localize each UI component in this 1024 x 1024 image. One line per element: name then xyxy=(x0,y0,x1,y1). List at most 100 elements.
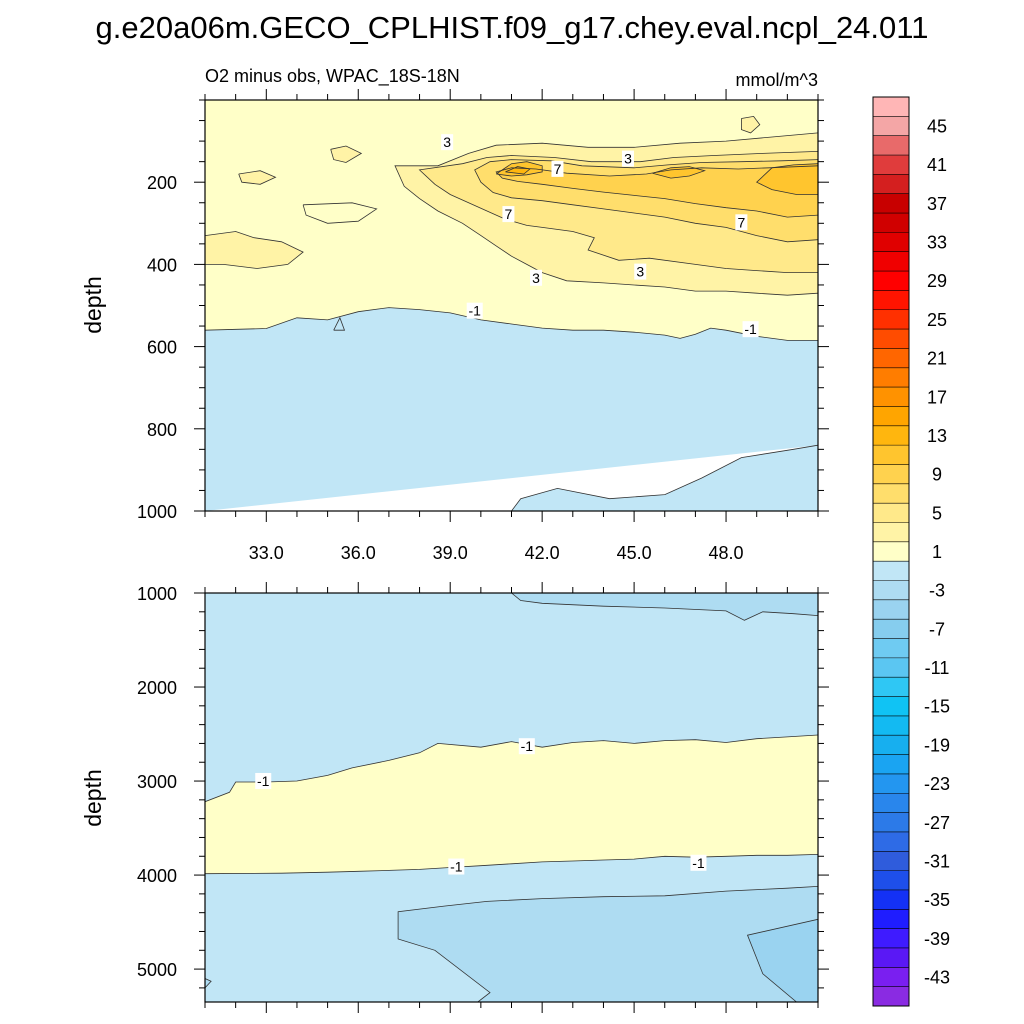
top-panel-contour-line xyxy=(511,444,818,511)
colorbar-box xyxy=(873,793,909,813)
top-panel-contour-line xyxy=(495,161,543,177)
bottom-panel-y-tick-label: 1000 xyxy=(137,584,177,604)
bottom-panel-axes: 1000 2000 3000 4000 5000 xyxy=(137,582,829,1013)
top-panel-contour-label-bg xyxy=(621,150,634,167)
top-panel-y-tick-label: 1000 xyxy=(137,502,177,522)
top-panel-contour-line xyxy=(495,165,818,218)
bottom-panel-y-tick-label: 2000 xyxy=(137,678,177,698)
colorbar-label: 45 xyxy=(927,117,947,137)
top-panel-fill-region xyxy=(238,170,276,185)
bottom-panel-contour-line xyxy=(511,593,818,621)
colorbar-box xyxy=(873,812,909,833)
colorbar-box xyxy=(873,928,909,949)
top-panel-contour-label-bg xyxy=(634,263,647,280)
colorbar-box xyxy=(873,464,909,485)
colorbar-box xyxy=(873,657,909,678)
colorbar-box xyxy=(873,232,909,253)
colorbar-box xyxy=(873,406,909,427)
top-panel-fill-region xyxy=(205,307,818,511)
bottom-panel-contour-line xyxy=(205,854,818,875)
top-panel-contour-label: 7 xyxy=(554,161,562,177)
top-panel-y-tick-label: 600 xyxy=(147,338,177,358)
colorbar-box xyxy=(873,909,909,929)
top-panel-contour-label: 7 xyxy=(737,214,745,230)
colorbar-box xyxy=(873,541,909,562)
top-panel-axes: 33.0 36.0 39.0 42.0 45.0 48.0 200 400 600 800 1000 xyxy=(137,89,829,563)
colorbar-box xyxy=(873,271,909,291)
colorbar-box xyxy=(873,773,909,794)
top-panel-fill-region xyxy=(496,165,818,218)
bottom-panel-contour-label-bg xyxy=(255,772,272,789)
top-panel-contour-line xyxy=(330,145,363,163)
colorbar-label: 13 xyxy=(927,426,947,446)
top-panel-fill-region xyxy=(205,231,304,269)
colorbar-label: 37 xyxy=(927,194,947,214)
colorbar-label: -23 xyxy=(924,774,950,794)
top-panel-contour-label-bg xyxy=(502,206,515,223)
figure-title: g.e20a06m.GECO_CPLHIST.f09_g17.chey.eval… xyxy=(96,10,929,45)
colorbar-box xyxy=(873,503,909,523)
colorbar-label: 41 xyxy=(927,155,947,175)
bottom-panel-fill xyxy=(205,593,818,1002)
bottom-panel-y-tick-label: 4000 xyxy=(137,866,177,886)
top-panel-contour-label: 3 xyxy=(532,270,540,286)
top-panel-contour-line xyxy=(505,166,531,175)
colorbar-box xyxy=(873,174,909,195)
top-panel-contour-line xyxy=(474,159,818,243)
top-panel-contour-label-bg xyxy=(551,160,564,177)
colorbar-label: 25 xyxy=(927,310,947,330)
colorbar-box xyxy=(873,696,909,717)
bottom-panel-y-tick-label: 5000 xyxy=(137,960,177,980)
bottom-panel-contour-label-bg xyxy=(690,854,707,871)
top-panel-contour-label: -1 xyxy=(468,303,481,319)
top-panel-contour-line xyxy=(205,231,304,269)
top-panel-y-tick-label: 400 xyxy=(147,255,177,275)
colorbar-box xyxy=(873,387,909,407)
colorbar-box xyxy=(873,193,909,214)
top-panel-contour-label: 7 xyxy=(505,206,513,222)
top-panel-contour-line xyxy=(302,202,378,224)
colorbar-box xyxy=(873,425,909,446)
top-panel-contour-label: 3 xyxy=(624,151,632,167)
top-panel-contour-label-bg xyxy=(742,321,759,338)
colorbar-label: -15 xyxy=(924,697,950,717)
top-panel-y-tick-label: 800 xyxy=(147,420,177,440)
top-panel-x-tick-label: 42.0 xyxy=(525,543,560,563)
top-panel-contour-line xyxy=(741,115,761,134)
top-panel-contour-line xyxy=(394,132,818,296)
bottom-panel-fill-region xyxy=(205,735,818,874)
top-panel-contour-labels: 3 3 7 7 7 3 3 -1 -1 xyxy=(441,134,759,338)
bottom-panel-contour-line xyxy=(205,978,212,989)
bottom-panel-fill-region xyxy=(511,593,818,621)
top-panel-contour-label: 3 xyxy=(443,134,451,150)
colorbar-box xyxy=(873,561,909,581)
colorbar-box xyxy=(873,116,909,136)
colorbar-box xyxy=(873,889,909,910)
colorbar-box xyxy=(873,367,909,388)
colorbar-box xyxy=(873,619,909,639)
colorbar-box xyxy=(873,870,909,891)
colorbar-label: -7 xyxy=(929,619,945,639)
bottom-panel-contour-label: -1 xyxy=(521,738,534,754)
colorbar: 45 41 37 33 29 25 21 17 13 9 5 1 -3 -7 -11 -15 -19 -23 -27… xyxy=(872,96,950,1007)
colorbar-box xyxy=(873,309,909,330)
colorbar-label: -39 xyxy=(924,929,950,949)
top-panel-contour-line xyxy=(205,307,818,341)
colorbar-label: -35 xyxy=(924,890,950,910)
colorbar-label: 29 xyxy=(927,271,947,291)
colorbar-label: -43 xyxy=(924,967,950,987)
bottom-panel-contour-label: -1 xyxy=(257,773,270,789)
top-panel: O2 minus obs, WPAC_18S-18N mmol/m^3 3 3 7 7… xyxy=(80,66,829,563)
colorbar-box xyxy=(873,967,909,987)
colorbar-label: 33 xyxy=(927,233,947,253)
top-panel-x-tick-label: 36.0 xyxy=(341,543,376,563)
bottom-panel-y-axis-label: depth xyxy=(80,769,106,827)
colorbar-box xyxy=(873,580,909,601)
bottom-panel-contour-label-bg xyxy=(448,858,465,875)
top-panel-contour-line xyxy=(238,170,277,185)
top-panel-y-axis-label: depth xyxy=(80,276,106,334)
bottom-panel-fill-region xyxy=(747,919,818,1002)
top-panel-fill-region xyxy=(756,163,818,195)
bottom-panel-contour-line xyxy=(746,918,818,1002)
